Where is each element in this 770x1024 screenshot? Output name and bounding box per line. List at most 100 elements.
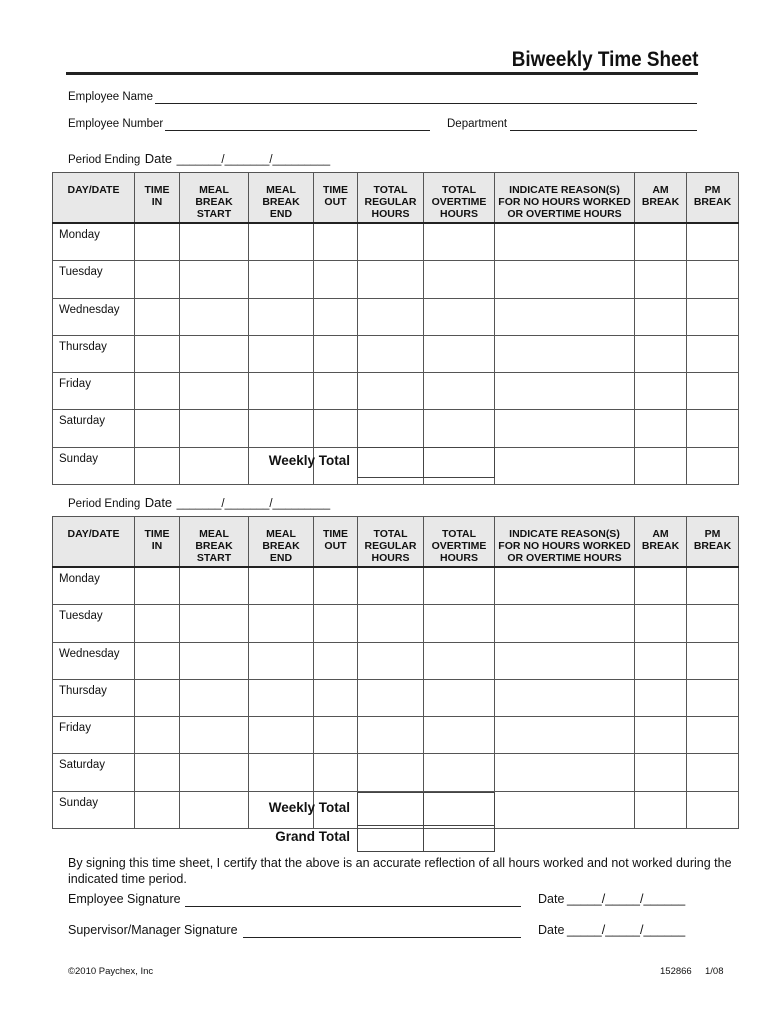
time-entry-cell[interactable] [248, 753, 314, 792]
time-entry-cell[interactable] [494, 566, 635, 606]
time-entry-cell[interactable] [686, 297, 739, 336]
time-entry-cell[interactable] [134, 604, 180, 643]
time-entry-cell[interactable] [134, 790, 180, 830]
time-entry-cell[interactable] [494, 753, 635, 792]
weekly-total-regular-box[interactable] [357, 447, 424, 478]
time-entry-cell[interactable] [686, 604, 739, 643]
time-entry-cell[interactable] [686, 372, 739, 411]
time-entry-cell[interactable] [423, 641, 495, 680]
time-entry-cell[interactable] [313, 790, 358, 830]
time-entry-cell[interactable] [423, 260, 495, 299]
period-date-field[interactable]: _______/_______/_________ [176, 154, 331, 166]
time-entry-cell[interactable] [494, 604, 635, 643]
time-entry-cell[interactable] [313, 753, 358, 792]
time-entry-cell[interactable] [423, 790, 495, 830]
time-entry-cell[interactable] [248, 678, 314, 718]
time-entry-cell[interactable] [494, 678, 635, 718]
grand-total-overtime-box[interactable] [423, 825, 495, 852]
time-entry-cell[interactable] [494, 372, 635, 411]
time-entry-cell[interactable] [494, 641, 635, 680]
time-entry-cell[interactable] [686, 409, 739, 448]
time-entry-cell[interactable] [423, 297, 495, 336]
time-entry-cell[interactable] [634, 446, 687, 486]
time-entry-cell[interactable] [248, 566, 314, 606]
time-entry-cell[interactable] [248, 297, 314, 336]
time-entry-cell[interactable] [313, 641, 358, 680]
employee-name-field[interactable] [155, 103, 697, 104]
time-entry-cell[interactable] [179, 716, 249, 755]
time-entry-cell[interactable] [134, 566, 180, 606]
time-entry-cell[interactable] [179, 222, 249, 262]
time-entry-cell[interactable] [686, 790, 739, 830]
time-entry-cell[interactable] [494, 260, 635, 299]
time-entry-cell[interactable] [634, 678, 687, 718]
time-entry-cell[interactable] [313, 260, 358, 299]
time-entry-cell[interactable] [179, 566, 249, 606]
time-entry-cell[interactable] [357, 372, 424, 411]
time-entry-cell[interactable] [313, 566, 358, 606]
time-entry-cell[interactable] [423, 604, 495, 643]
time-entry-cell[interactable] [313, 716, 358, 755]
time-entry-cell[interactable] [634, 641, 687, 680]
time-entry-cell[interactable] [423, 446, 495, 486]
time-entry-cell[interactable] [494, 222, 635, 262]
time-entry-cell[interactable] [179, 641, 249, 680]
time-entry-cell[interactable] [179, 409, 249, 448]
time-entry-cell[interactable] [357, 222, 424, 262]
time-entry-cell[interactable] [686, 716, 739, 755]
time-entry-cell[interactable] [494, 790, 635, 830]
weekly-total-regular-box[interactable] [357, 792, 424, 826]
time-entry-cell[interactable] [179, 753, 249, 792]
time-entry-cell[interactable] [179, 604, 249, 643]
supervisor-signature-field[interactable] [243, 937, 521, 938]
time-entry-cell[interactable] [134, 753, 180, 792]
time-entry-cell[interactable] [357, 753, 424, 792]
time-entry-cell[interactable] [686, 222, 739, 262]
time-entry-cell[interactable] [248, 446, 314, 486]
time-entry-cell[interactable] [134, 372, 180, 411]
time-entry-cell[interactable] [248, 260, 314, 299]
time-entry-cell[interactable] [423, 678, 495, 718]
time-entry-cell[interactable] [179, 334, 249, 374]
time-entry-cell[interactable] [357, 790, 424, 830]
time-entry-cell[interactable] [423, 409, 495, 448]
time-entry-cell[interactable] [634, 372, 687, 411]
time-entry-cell[interactable] [248, 222, 314, 262]
time-entry-cell[interactable] [634, 222, 687, 262]
time-entry-cell[interactable] [313, 222, 358, 262]
time-entry-cell[interactable] [248, 790, 314, 830]
time-entry-cell[interactable] [134, 446, 180, 486]
time-entry-cell[interactable] [134, 641, 180, 680]
time-entry-cell[interactable] [313, 446, 358, 486]
time-entry-cell[interactable] [134, 678, 180, 718]
time-entry-cell[interactable] [634, 334, 687, 374]
time-entry-cell[interactable] [634, 604, 687, 643]
time-entry-cell[interactable] [313, 409, 358, 448]
time-entry-cell[interactable] [313, 604, 358, 643]
time-entry-cell[interactable] [423, 334, 495, 374]
time-entry-cell[interactable] [134, 222, 180, 262]
time-entry-cell[interactable] [686, 260, 739, 299]
time-entry-cell[interactable] [686, 566, 739, 606]
department-field[interactable] [510, 130, 697, 131]
time-entry-cell[interactable] [686, 446, 739, 486]
time-entry-cell[interactable] [686, 334, 739, 374]
time-entry-cell[interactable] [179, 446, 249, 486]
time-entry-cell[interactable] [134, 260, 180, 299]
time-entry-cell[interactable] [494, 334, 635, 374]
time-entry-cell[interactable] [494, 716, 635, 755]
weekly-total-overtime-box[interactable] [423, 447, 495, 478]
time-entry-cell[interactable] [634, 716, 687, 755]
time-entry-cell[interactable] [423, 753, 495, 792]
time-entry-cell[interactable] [357, 566, 424, 606]
time-entry-cell[interactable] [634, 790, 687, 830]
time-entry-cell[interactable] [134, 334, 180, 374]
employee-number-field[interactable] [165, 130, 430, 131]
time-entry-cell[interactable] [179, 678, 249, 718]
time-entry-cell[interactable] [134, 716, 180, 755]
time-entry-cell[interactable] [357, 641, 424, 680]
weekly-total-overtime-box[interactable] [423, 792, 495, 826]
grand-total-regular-box[interactable] [357, 825, 424, 852]
time-entry-cell[interactable] [423, 566, 495, 606]
time-entry-cell[interactable] [494, 297, 635, 336]
